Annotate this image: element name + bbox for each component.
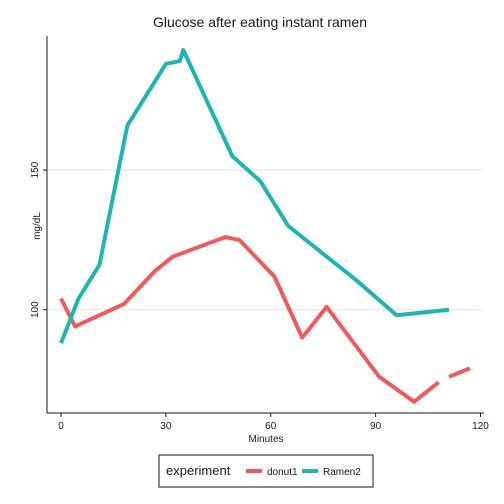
y-tick-label: 100 bbox=[30, 301, 41, 318]
series-line-donut1 bbox=[59, 235, 440, 404]
legend-label-ramen2: Ramen2 bbox=[323, 467, 361, 478]
y-tick-label: 150 bbox=[30, 161, 41, 178]
legend-label-donut1: donut1 bbox=[267, 467, 298, 478]
legend-box bbox=[158, 454, 374, 488]
x-tick-label: 30 bbox=[160, 421, 172, 432]
y-axis-label: mg/dL bbox=[32, 212, 43, 240]
axes: 100 150 0 30 60 90 120 bbox=[30, 36, 489, 432]
chart-title: Glucose after eating instant ramen bbox=[153, 14, 367, 30]
x-axis-label: Minutes bbox=[248, 434, 283, 445]
legend-title: experiment bbox=[166, 463, 231, 478]
series-line-ramen2 bbox=[59, 48, 450, 344]
legend-items: donut1 Ramen2 bbox=[246, 467, 361, 478]
legend: experiment donut1 Ramen2 bbox=[158, 454, 374, 488]
x-tick-label: 0 bbox=[58, 421, 64, 432]
x-tick-label: 90 bbox=[370, 421, 382, 432]
series bbox=[59, 48, 471, 404]
x-tick-label: 60 bbox=[265, 421, 277, 432]
x-tick-label: 120 bbox=[472, 421, 489, 432]
series-line-donut1 bbox=[448, 366, 471, 379]
